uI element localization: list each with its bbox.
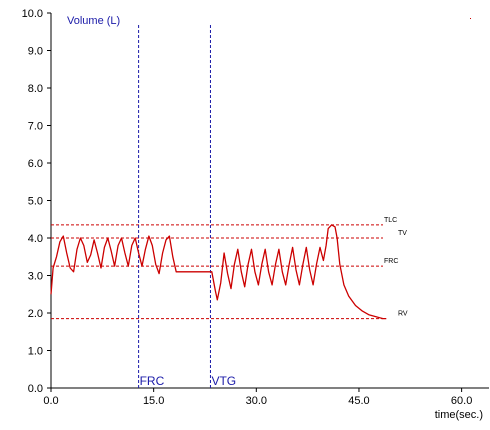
x-tick-label: 30.0 bbox=[246, 395, 267, 407]
marker-label-frc: FRC bbox=[140, 374, 165, 388]
x-tick-label: 45.0 bbox=[348, 395, 369, 407]
reference-label-tlc: TLC bbox=[384, 217, 397, 224]
y-tick-label: 6.0 bbox=[28, 158, 43, 170]
y-tick-label: 2.0 bbox=[28, 308, 43, 320]
x-tick-label: 15.0 bbox=[143, 395, 164, 407]
corner-dot bbox=[470, 18, 471, 19]
y-tick-label: 1.0 bbox=[28, 346, 43, 358]
y-tick-label: 4.0 bbox=[28, 233, 43, 245]
x-tick-label: 60.0 bbox=[451, 395, 472, 407]
reference-label-frc: FRC bbox=[384, 258, 398, 265]
y-tick-label: 0.0 bbox=[28, 383, 43, 395]
reference-label-rv: RV bbox=[398, 311, 408, 318]
x-axis-label: time(sec.) bbox=[435, 409, 483, 421]
y-tick-label: 9.0 bbox=[28, 46, 43, 58]
reference-label-tv: TV bbox=[398, 230, 407, 237]
y-axis-label: Volume (L) bbox=[67, 15, 120, 27]
marker-label-vtg: VTG bbox=[211, 374, 236, 388]
x-tick-label: 0.0 bbox=[43, 395, 58, 407]
volume-trace-0 bbox=[50, 224, 387, 320]
y-tick-label: 7.0 bbox=[28, 121, 43, 133]
y-tick-label: 8.0 bbox=[28, 83, 43, 95]
y-tick-label: 10.0 bbox=[22, 8, 43, 20]
y-tick-label: 5.0 bbox=[28, 196, 43, 208]
y-tick-label: 3.0 bbox=[28, 271, 43, 283]
